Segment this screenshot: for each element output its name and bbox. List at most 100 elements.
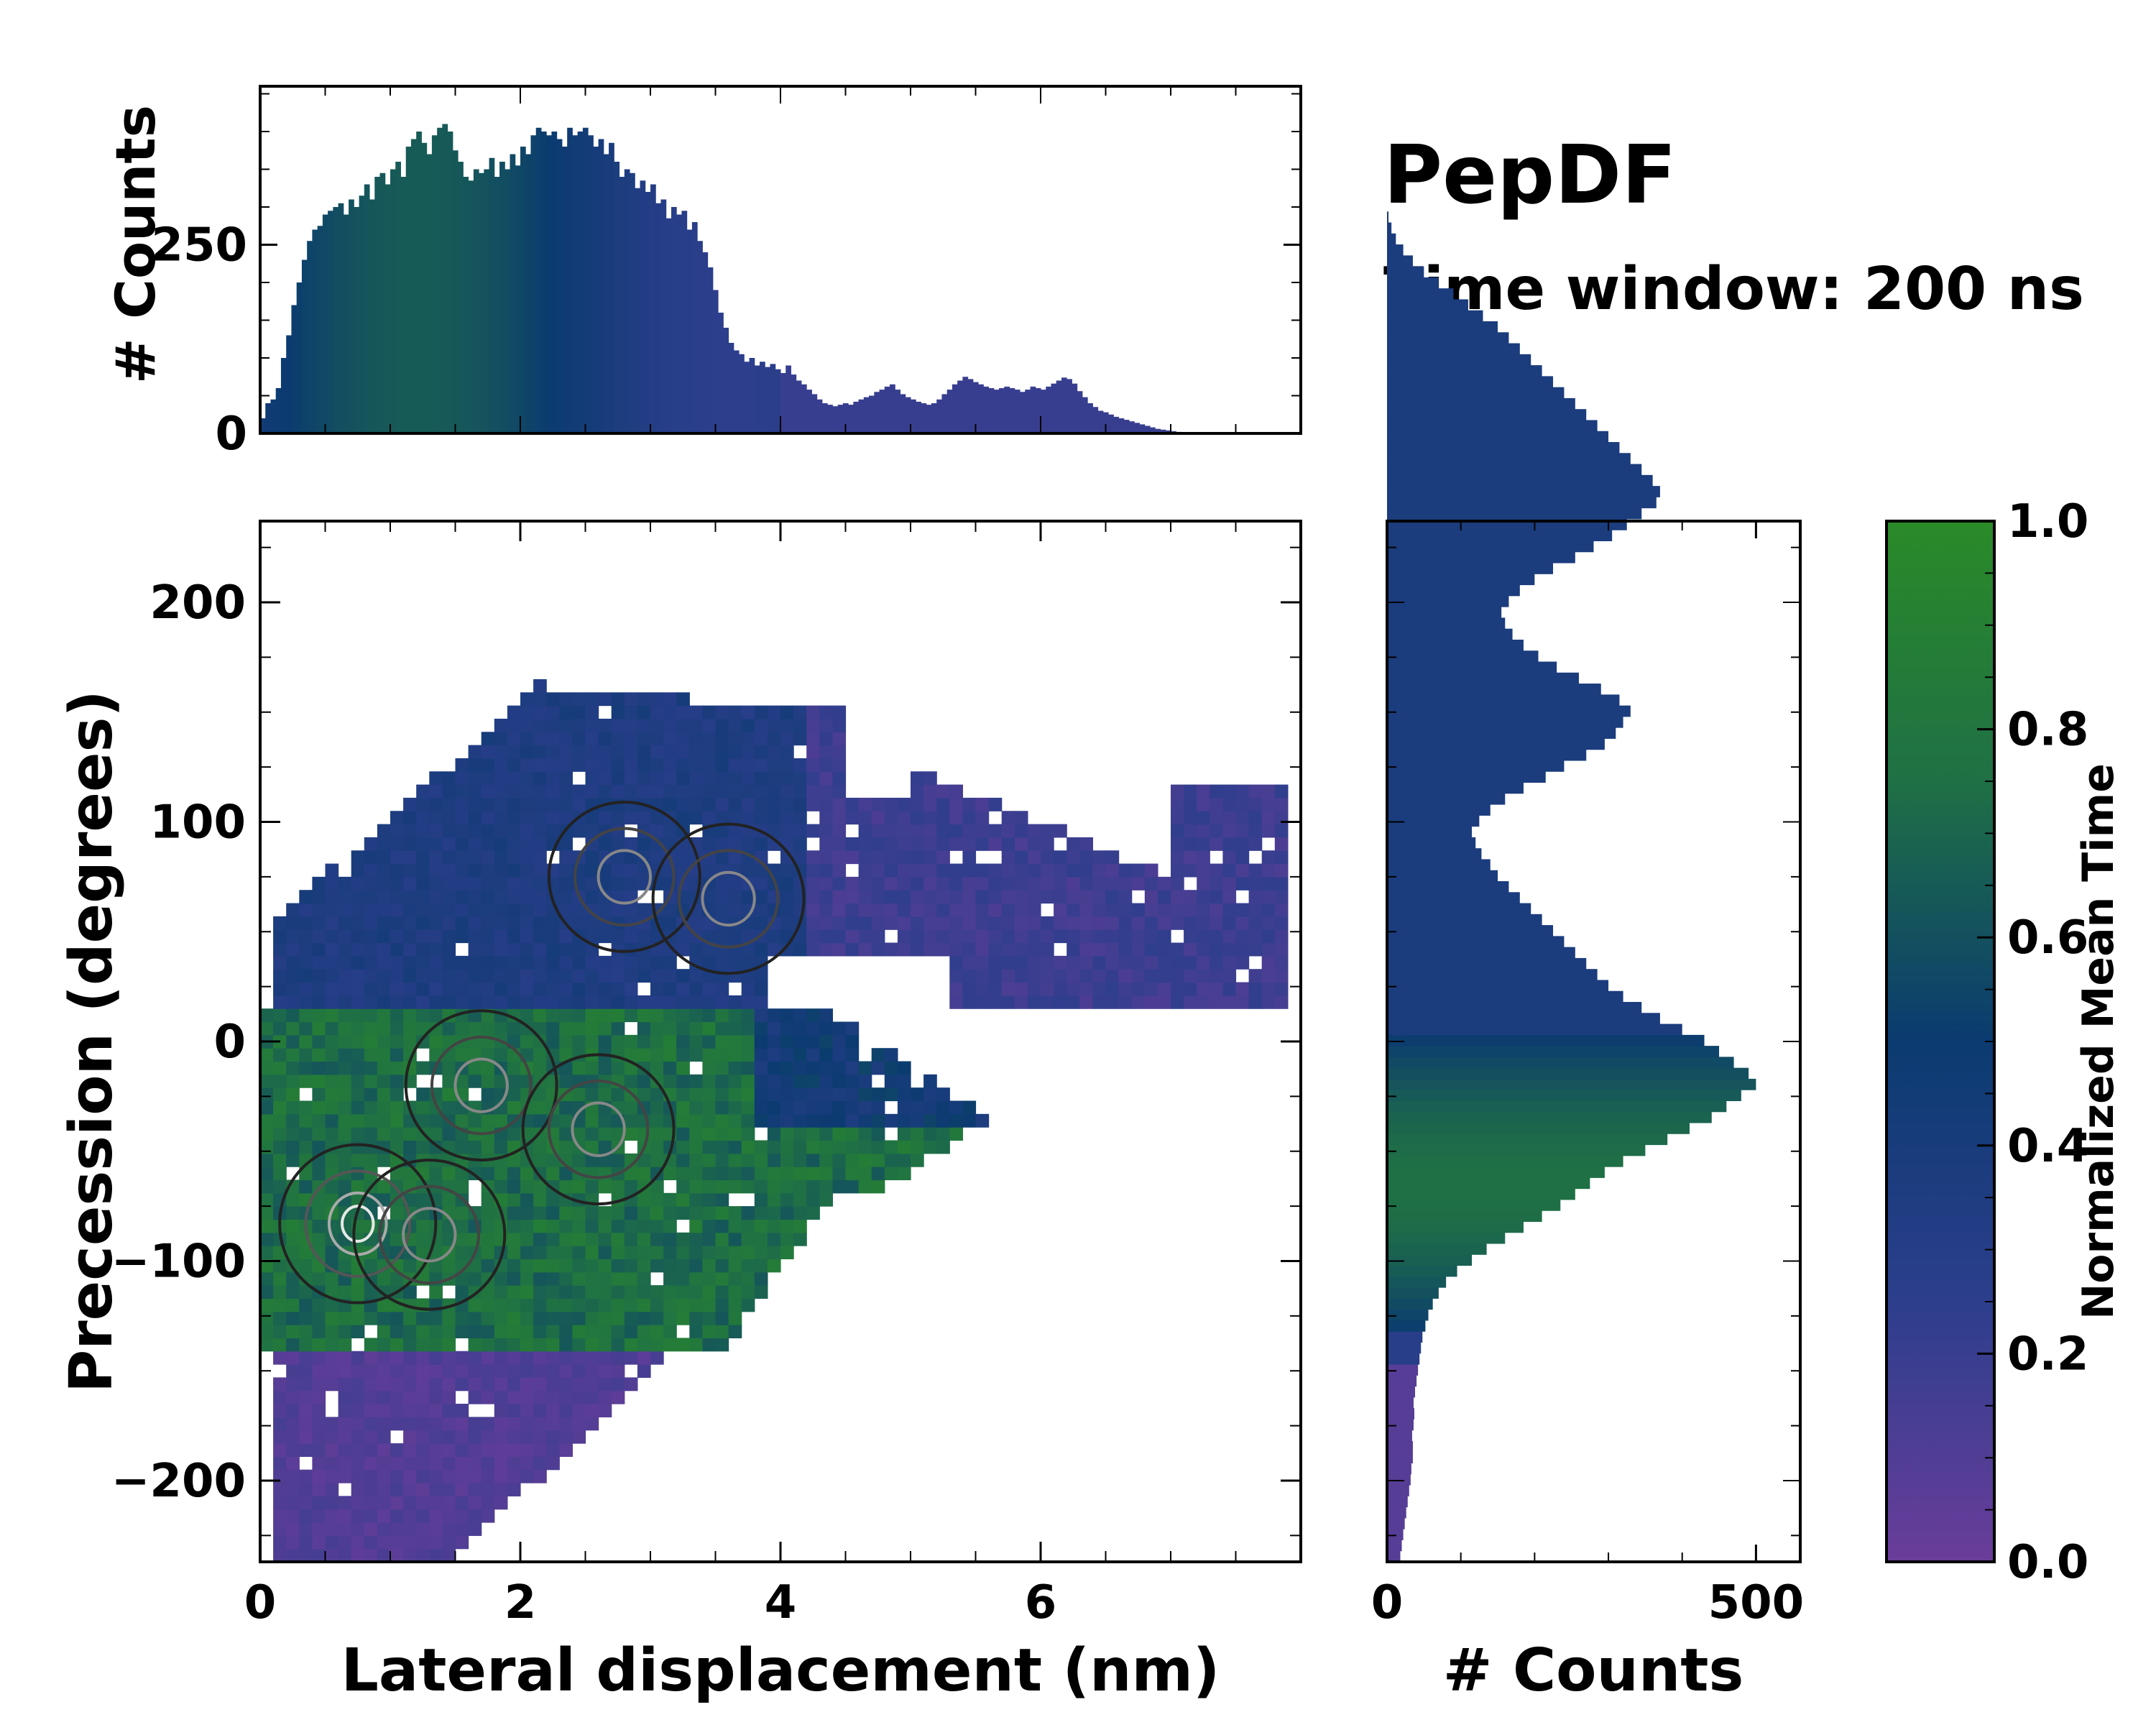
heatmap-cell — [416, 1390, 430, 1404]
heatmap-cell — [403, 1535, 417, 1550]
heatmap-cell — [442, 1100, 456, 1115]
heatmap-cell — [403, 1404, 417, 1417]
heatmap-cell — [325, 1483, 339, 1496]
heatmap-cell — [585, 876, 599, 891]
heatmap-cell — [676, 718, 690, 732]
heatmap-cell — [819, 929, 833, 944]
heatmap-cell — [572, 942, 586, 957]
heatmap-cell — [299, 1351, 313, 1365]
heatmap-cell — [780, 1048, 794, 1062]
heatmap-cell — [611, 1008, 625, 1023]
heatmap-cell — [702, 1259, 717, 1273]
heatmap-cell — [403, 942, 417, 957]
top-histogram-bar — [801, 384, 807, 433]
heatmap-cell — [585, 1259, 599, 1273]
heatmap-cell — [624, 1298, 638, 1312]
heatmap-cell — [351, 1377, 365, 1392]
heatmap-cell — [572, 903, 586, 917]
heatmap-cell — [481, 982, 495, 996]
heatmap-cell — [598, 1351, 612, 1365]
main-xtick-label: 2 — [505, 1576, 537, 1629]
heatmap-cell — [663, 955, 677, 970]
top-histogram-bar — [739, 354, 745, 433]
heatmap-cell — [351, 1100, 365, 1115]
heatmap-cell — [936, 811, 950, 825]
heatmap-cell — [728, 929, 742, 944]
heatmap-cell — [1105, 955, 1120, 970]
heatmap-cell — [702, 705, 717, 719]
heatmap-cell — [741, 1074, 755, 1088]
heatmap-cell — [377, 916, 391, 930]
heatmap-cell — [611, 1153, 625, 1167]
heatmap-cell — [702, 1285, 717, 1300]
heatmap-cell — [520, 1285, 534, 1300]
heatmap-cell — [572, 1417, 586, 1431]
heatmap-cell — [559, 732, 573, 746]
heatmap-cell — [598, 982, 612, 996]
heatmap-cell — [611, 837, 625, 851]
heatmap-cell — [871, 824, 885, 838]
heatmap-cell — [780, 850, 794, 865]
heatmap-cell — [702, 758, 717, 772]
heatmap-cell — [338, 1074, 352, 1088]
top-histogram-bar — [946, 390, 953, 433]
heatmap-cell — [1105, 929, 1120, 944]
heatmap-cell — [780, 758, 794, 772]
heatmap-cell — [546, 705, 560, 719]
heatmap-cell — [663, 1219, 677, 1233]
heatmap-cell — [702, 837, 717, 851]
heatmap-cell — [260, 1259, 274, 1273]
heatmap-cell — [637, 1285, 651, 1300]
heatmap-cell — [819, 771, 833, 786]
heatmap-cell — [559, 1271, 573, 1286]
heatmap-cell — [988, 903, 1003, 917]
heatmap-cell — [546, 1338, 560, 1352]
heatmap-cell — [728, 718, 742, 732]
top-histogram-bar — [936, 399, 942, 433]
heatmap-cell — [1197, 916, 1210, 930]
top-histogram-bar — [962, 377, 969, 433]
heatmap-cell — [377, 824, 391, 838]
heatmap-cell — [455, 1456, 469, 1471]
heatmap-cell — [858, 1167, 872, 1181]
top-histogram-bar — [811, 394, 818, 433]
heatmap-cell — [663, 1167, 677, 1181]
heatmap-cell — [338, 1338, 352, 1352]
colorbar-ticks: 0.00.20.40.60.81.0 — [1977, 495, 2088, 1589]
right-histogram-bar — [1387, 420, 1598, 432]
heatmap-cell — [507, 1087, 521, 1102]
heatmap-cell — [949, 969, 963, 983]
heatmap-cell — [572, 758, 586, 772]
heatmap-cell — [533, 718, 547, 732]
heatmap-cell — [845, 1087, 860, 1102]
heatmap-cell — [585, 837, 599, 851]
heatmap-cell — [832, 1100, 847, 1115]
heatmap-cell — [390, 1535, 404, 1550]
heatmap-cell — [624, 982, 638, 996]
heatmap-cell — [1157, 890, 1171, 904]
heatmap-cell — [949, 824, 963, 838]
heatmap-cell — [390, 1113, 404, 1128]
heatmap-cell — [468, 1522, 482, 1536]
heatmap-cell — [494, 876, 508, 891]
heatmap-cell — [689, 718, 703, 732]
heatmap-cell — [429, 1456, 443, 1471]
main-ytick-label: −200 — [111, 1455, 246, 1508]
heatmap-cell — [676, 1311, 690, 1325]
heatmap-cell — [299, 1377, 313, 1392]
heatmap-cell — [962, 1100, 977, 1115]
heatmap-cell — [286, 1404, 300, 1417]
heatmap-cell — [364, 1311, 378, 1325]
heatmap-cell — [468, 1483, 482, 1496]
heatmap-cell — [533, 1179, 547, 1194]
heatmap-cell — [637, 1167, 651, 1181]
heatmap-cell — [455, 916, 469, 930]
heatmap-cell — [819, 732, 833, 746]
heatmap-cell — [325, 955, 339, 970]
heatmap-cell — [767, 1008, 781, 1023]
heatmap-cell — [273, 1061, 287, 1075]
heatmap-cell — [806, 1113, 820, 1128]
heatmap-cell — [351, 1061, 365, 1075]
heatmap-cell — [728, 824, 742, 838]
